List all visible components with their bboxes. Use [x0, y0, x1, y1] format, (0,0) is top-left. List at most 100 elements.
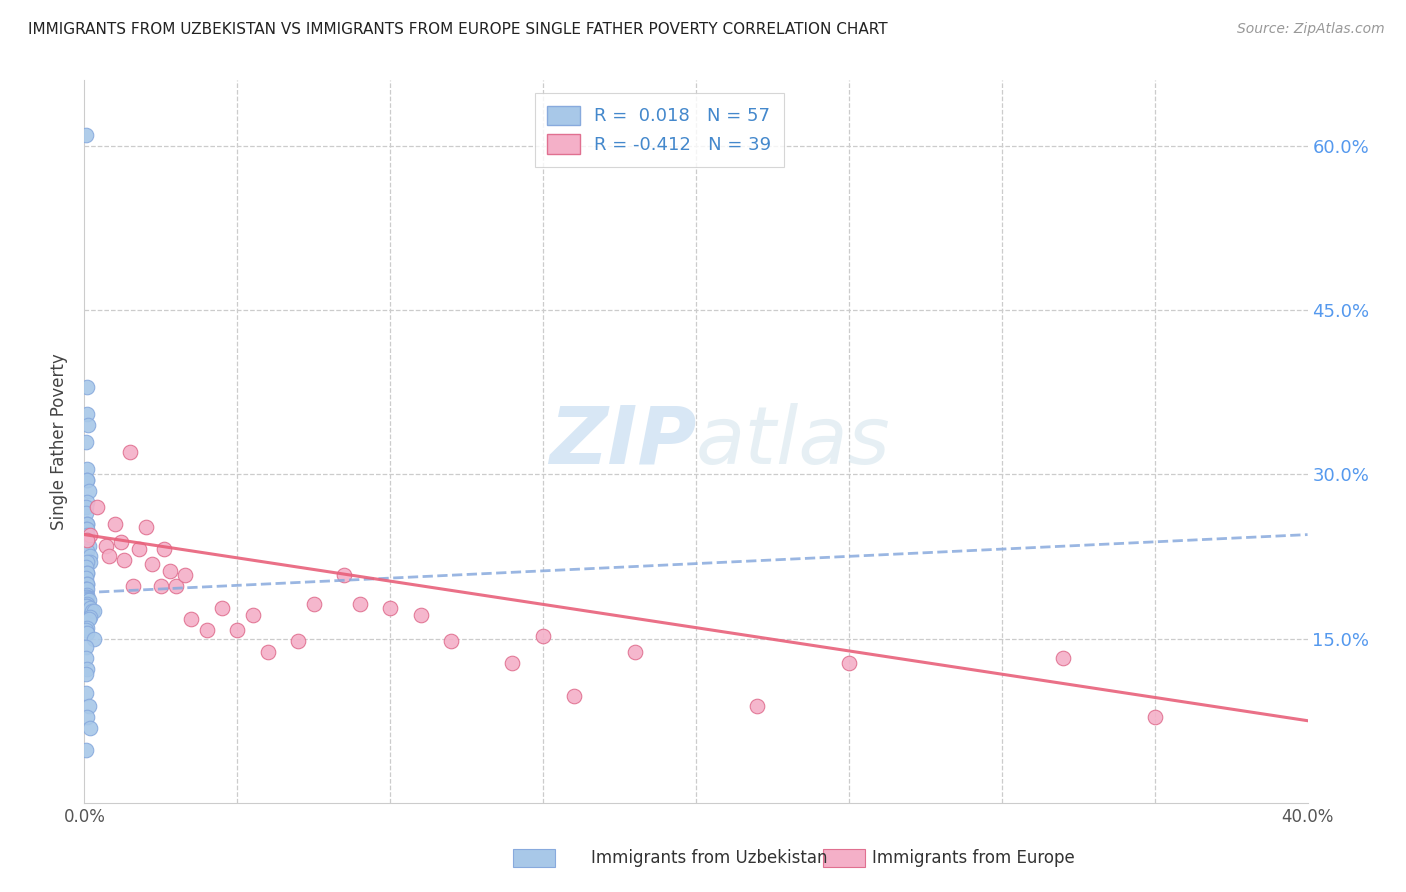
- Point: [76, 516, 98, 531]
- Point: [77, 418, 100, 433]
- Point: [380, 601, 402, 615]
- Point: [302, 597, 325, 611]
- Point: [195, 623, 218, 637]
- Point: [409, 607, 432, 622]
- Point: [76, 710, 98, 724]
- Y-axis label: Single Father Poverty: Single Father Poverty: [51, 353, 69, 530]
- Point: [440, 633, 463, 648]
- Point: [165, 579, 187, 593]
- Point: [349, 597, 371, 611]
- Point: [76, 590, 98, 604]
- Point: [75, 599, 97, 613]
- Legend: R =  0.018   N = 57, R = -0.412   N = 39: R = 0.018 N = 57, R = -0.412 N = 39: [534, 93, 785, 167]
- Point: [76, 516, 98, 531]
- Point: [141, 557, 163, 571]
- Point: [104, 516, 127, 531]
- Point: [75, 590, 97, 604]
- Point: [747, 699, 769, 714]
- Point: [76, 462, 98, 476]
- Point: [76, 577, 98, 591]
- Point: [76, 407, 98, 421]
- Point: [226, 623, 249, 637]
- Point: [75, 640, 97, 655]
- Point: [75, 743, 97, 757]
- Text: Immigrants from Uzbekistan: Immigrants from Uzbekistan: [591, 849, 827, 867]
- Point: [333, 568, 356, 582]
- Point: [128, 541, 150, 556]
- Point: [94, 539, 117, 553]
- Point: [76, 582, 98, 597]
- Point: [75, 533, 97, 547]
- Point: [838, 656, 860, 670]
- Text: Source: ZipAtlas.com: Source: ZipAtlas.com: [1237, 22, 1385, 37]
- Point: [76, 555, 98, 569]
- Point: [76, 626, 98, 640]
- Point: [80, 604, 103, 618]
- Point: [562, 689, 585, 703]
- Point: [79, 722, 101, 736]
- Point: [77, 612, 100, 626]
- Point: [76, 566, 98, 580]
- Point: [75, 571, 97, 585]
- Point: [75, 582, 97, 597]
- Point: [159, 564, 181, 578]
- Point: [76, 544, 98, 558]
- Point: [110, 535, 132, 549]
- Point: [83, 604, 105, 618]
- Point: [75, 686, 97, 700]
- Point: [75, 522, 97, 536]
- Point: [75, 651, 97, 665]
- Text: Immigrants from Europe: Immigrants from Europe: [872, 849, 1074, 867]
- Point: [624, 645, 647, 659]
- Point: [79, 601, 101, 615]
- Point: [287, 633, 309, 648]
- Point: [75, 666, 97, 681]
- Point: [83, 632, 105, 646]
- Point: [174, 568, 197, 582]
- Text: ZIP: ZIP: [548, 402, 696, 481]
- Text: atlas: atlas: [696, 402, 891, 481]
- Point: [75, 128, 97, 142]
- Point: [122, 579, 145, 593]
- Point: [76, 473, 98, 487]
- Point: [149, 579, 172, 593]
- Point: [76, 621, 98, 635]
- Point: [76, 533, 98, 547]
- Point: [75, 500, 97, 515]
- Point: [211, 601, 233, 615]
- Point: [79, 609, 101, 624]
- Point: [77, 593, 100, 607]
- Point: [75, 582, 97, 597]
- FancyBboxPatch shape: [513, 849, 555, 867]
- Point: [75, 560, 97, 574]
- Point: [77, 483, 100, 498]
- Point: [112, 553, 135, 567]
- Point: [75, 623, 97, 637]
- Point: [76, 597, 98, 611]
- Point: [76, 566, 98, 580]
- Point: [75, 434, 97, 449]
- Point: [79, 549, 101, 564]
- Point: [86, 500, 108, 515]
- Point: [180, 612, 202, 626]
- FancyBboxPatch shape: [823, 849, 865, 867]
- Point: [242, 607, 264, 622]
- Point: [77, 699, 100, 714]
- Point: [75, 506, 97, 520]
- Point: [1052, 651, 1074, 665]
- Point: [97, 549, 120, 564]
- Point: [76, 522, 98, 536]
- Point: [120, 445, 142, 459]
- Point: [502, 656, 524, 670]
- Point: [76, 380, 98, 394]
- Point: [531, 629, 554, 643]
- Point: [153, 541, 176, 556]
- Point: [1143, 710, 1166, 724]
- Point: [76, 577, 98, 591]
- Point: [135, 520, 157, 534]
- Point: [76, 588, 98, 602]
- Point: [76, 662, 98, 676]
- Point: [77, 539, 100, 553]
- Point: [76, 599, 98, 613]
- Text: IMMIGRANTS FROM UZBEKISTAN VS IMMIGRANTS FROM EUROPE SINGLE FATHER POVERTY CORRE: IMMIGRANTS FROM UZBEKISTAN VS IMMIGRANTS…: [28, 22, 887, 37]
